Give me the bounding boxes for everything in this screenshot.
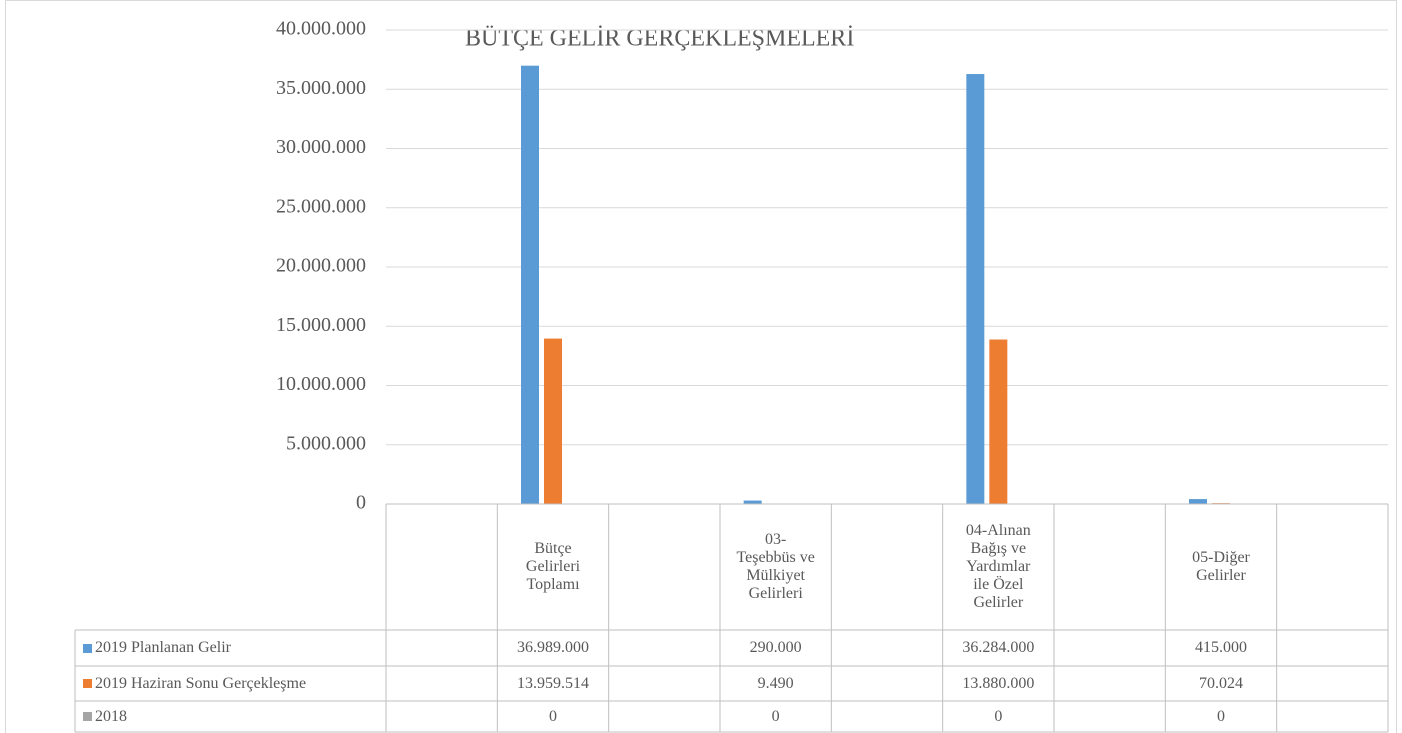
table-value: 0 <box>548 707 557 725</box>
y-tick-label: 40.000.000 <box>276 18 366 40</box>
y-tick-label: 30.000.000 <box>276 136 366 158</box>
chart-title: BÜTÇE GELİR GERÇEKLEŞMELERİ <box>465 26 854 52</box>
legend-entry: 2019 Planlanan Gelir <box>75 630 386 666</box>
legend-label: 2019 Haziran Sonu Gerçekleşme <box>95 674 307 692</box>
bar <box>1189 499 1207 504</box>
chart-border <box>5 0 1397 733</box>
y-tick-label: 10.000.000 <box>276 373 366 395</box>
table-value: 13.959.514 <box>516 674 589 692</box>
table-value: 0 <box>771 707 780 725</box>
legend-swatch <box>83 643 92 653</box>
table-value: 70.024 <box>1198 674 1243 692</box>
bar <box>521 65 539 504</box>
x-tick-label: 04-Alınan Bağış ve Yardımlar ile Özel Ge… <box>965 522 1031 611</box>
legend-entry: 2018 <box>75 701 386 732</box>
y-tick-label: 35.000.000 <box>276 77 366 99</box>
legend-label: 2019 Planlanan Gelir <box>95 639 231 656</box>
table-value: 290.000 <box>749 639 802 656</box>
table-value: 0 <box>994 707 1003 725</box>
legend-swatch <box>83 679 92 688</box>
x-tick-label: 05-Diğer Gelirler <box>1192 549 1250 584</box>
bar <box>989 339 1008 504</box>
table-value: 36.989.000 <box>516 639 589 656</box>
y-tick-label: 20.000.000 <box>276 255 366 277</box>
bar <box>743 500 762 504</box>
y-tick-label: 15.000.000 <box>276 314 366 336</box>
bar <box>544 338 562 504</box>
table-value: 13.880.000 <box>962 674 1035 692</box>
y-tick-label: 25.000.000 <box>276 195 366 217</box>
bar <box>966 74 985 504</box>
legend-swatch <box>83 712 92 721</box>
y-tick-label: 0 <box>356 492 366 514</box>
x-tick-label: 03-Teşebbüs ve Mülkiyet Gelirleri <box>736 531 815 602</box>
x-tick-label: Bütçe Gelirleri Toplamı <box>525 540 581 593</box>
y-tick-label: 5.000.000 <box>286 432 366 454</box>
legend-label: 2018 <box>95 707 127 725</box>
legend-entry: 2019 Haziran Sonu Gerçekleşme <box>75 666 386 701</box>
table-value: 36.284.000 <box>962 639 1035 656</box>
table-value: 415.000 <box>1194 639 1247 656</box>
table-value: 0 <box>1216 707 1225 725</box>
table-value: 9.490 <box>757 674 794 692</box>
